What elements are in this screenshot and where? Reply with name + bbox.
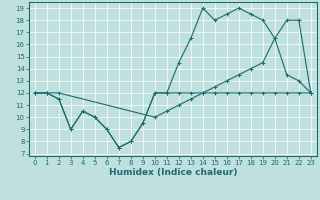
X-axis label: Humidex (Indice chaleur): Humidex (Indice chaleur) bbox=[108, 168, 237, 177]
